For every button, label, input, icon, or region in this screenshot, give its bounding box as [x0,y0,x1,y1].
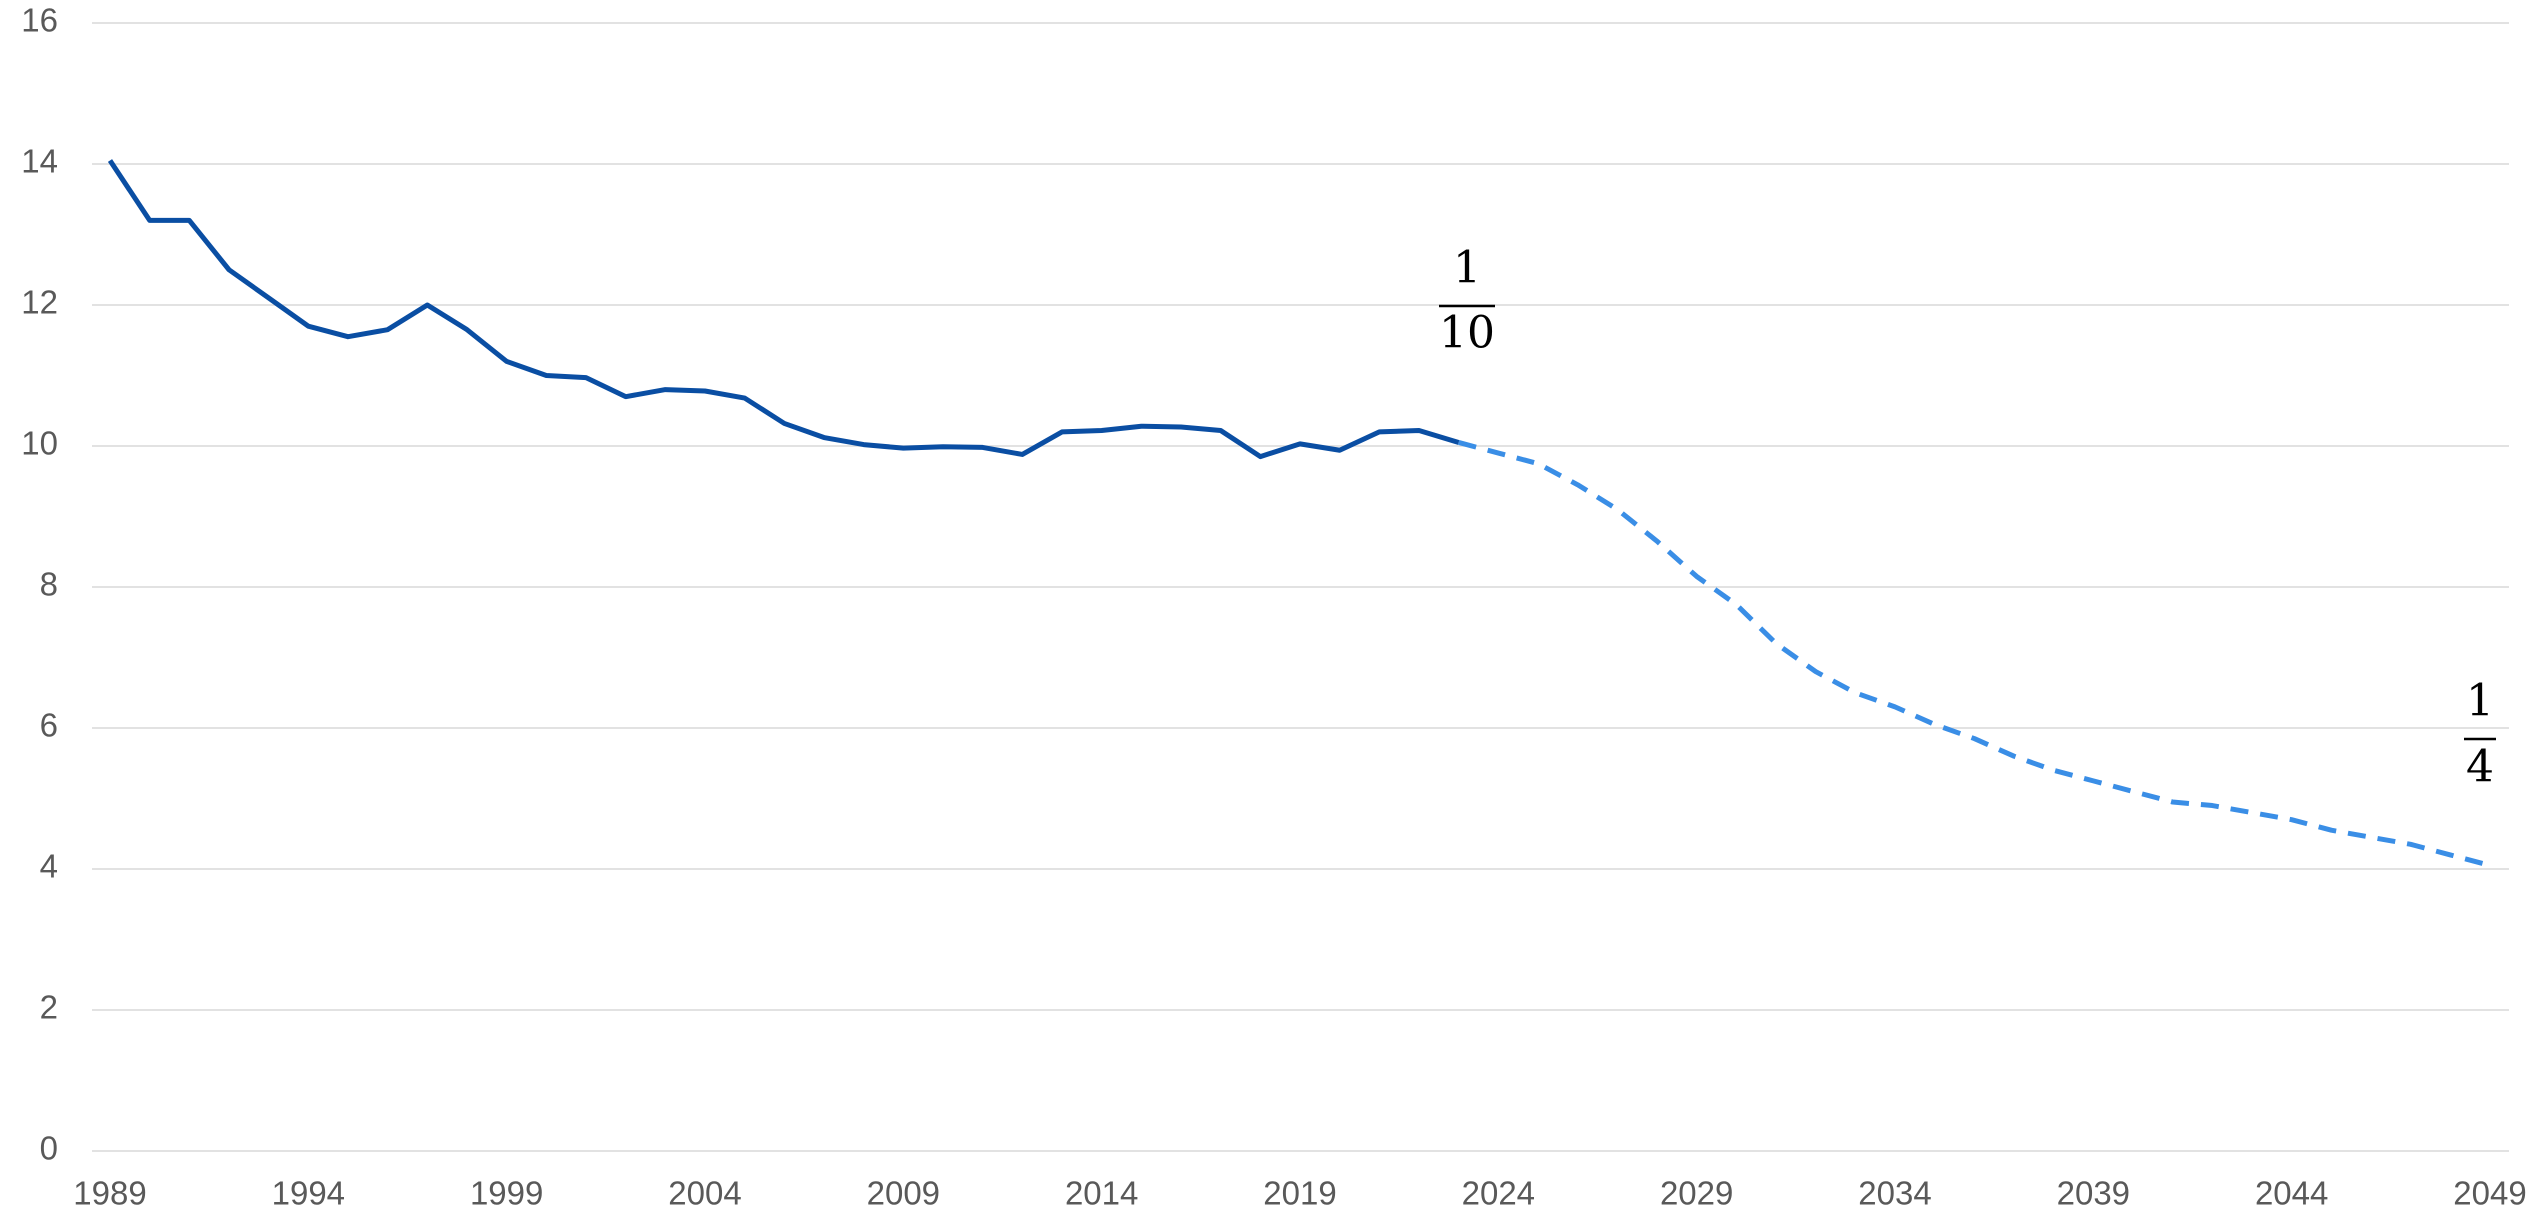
x-tick-label: 2019 [1263,1175,1336,1212]
annotation-numerator: 1 [1453,243,1481,294]
x-tick-label: 2004 [668,1175,741,1212]
x-tick-label: 2009 [867,1175,940,1212]
x-tick-label: 2044 [2255,1175,2328,1212]
series-line [107,159,1460,460]
y-tick-label: 14 [21,143,58,180]
y-tick-label: 12 [21,284,58,321]
y-tick-label: 0 [40,1130,58,1167]
x-tick-label: 1994 [272,1175,345,1212]
x-tick-label: 2039 [2057,1175,2130,1212]
annotation-denominator: 4 [2466,742,2494,793]
annotation-numerator: 1 [2466,676,2494,727]
x-tick-label: 2014 [1065,1175,1138,1212]
x-tick-label: 2024 [1462,1175,1535,1212]
y-tick-label: 6 [40,707,58,744]
y-tick-label: 16 [21,2,58,39]
series-line [1458,440,2491,868]
x-tick-label: 2029 [1660,1175,1733,1212]
y-tick-label: 4 [40,848,58,885]
x-tick-label: 2034 [1858,1175,1931,1212]
y-tick-label: 2 [40,989,58,1026]
y-tick-label: 10 [21,425,58,462]
x-tick-label: 1999 [470,1175,543,1212]
annotation-denominator: 10 [1439,308,1495,359]
x-tick-label: 1989 [73,1175,146,1212]
y-tick-label: 8 [40,566,58,603]
x-tick-label: 2049 [2453,1175,2526,1212]
